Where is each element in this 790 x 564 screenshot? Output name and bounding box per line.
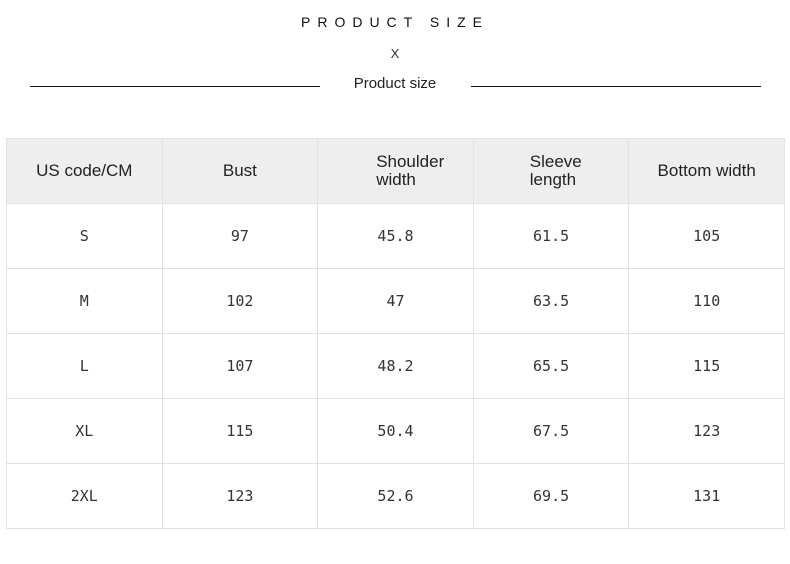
cell-bottom: 105 xyxy=(628,203,785,269)
cell-bottom: 123 xyxy=(628,398,785,464)
table-row: 2XL 123 52.6 69.5 131 xyxy=(6,463,785,529)
column-header-sleeve: Sleeve length xyxy=(472,138,630,204)
table-header-row: US code/CM Bust Shoulder width Sleeve le… xyxy=(6,138,785,204)
column-header-shoulder: Shoulder width xyxy=(317,138,474,204)
separator-mark: X xyxy=(390,46,400,61)
cell-bottom: 115 xyxy=(628,333,785,399)
size-table: US code/CM Bust Shoulder width Sleeve le… xyxy=(6,138,785,529)
column-header-bottom: Bottom width xyxy=(628,138,785,204)
cell-size: S xyxy=(6,203,163,269)
column-header-size: US code/CM xyxy=(6,138,163,204)
cell-sleeve: 69.5 xyxy=(472,463,630,529)
cell-shoulder: 50.4 xyxy=(317,398,474,464)
cell-sleeve: 65.5 xyxy=(472,333,630,399)
page-title: PRODUCT SIZE xyxy=(301,14,489,30)
cell-size: M xyxy=(6,268,163,334)
column-header-bust: Bust xyxy=(161,138,319,204)
cell-shoulder: 48.2 xyxy=(317,333,474,399)
cell-bust: 97 xyxy=(161,203,319,269)
cell-sleeve: 63.5 xyxy=(472,268,630,334)
cell-bust: 107 xyxy=(161,333,319,399)
cell-sleeve: 61.5 xyxy=(472,203,630,269)
table-row: L 107 48.2 65.5 115 xyxy=(6,333,785,399)
divider-right xyxy=(471,86,761,87)
cell-size: XL xyxy=(6,398,163,464)
subtitle: Product size xyxy=(353,75,437,92)
cell-bust: 102 xyxy=(161,268,319,334)
table-row: M 102 47 63.5 110 xyxy=(6,268,785,334)
table-row: S 97 45.8 61.5 105 xyxy=(6,203,785,269)
table-row: XL 115 50.4 67.5 123 xyxy=(6,398,785,464)
cell-bottom: 110 xyxy=(628,268,785,334)
cell-bottom: 131 xyxy=(628,463,785,529)
cell-shoulder: 52.6 xyxy=(317,463,474,529)
cell-size: 2XL xyxy=(6,463,163,529)
cell-bust: 123 xyxy=(161,463,319,529)
cell-sleeve: 67.5 xyxy=(472,398,630,464)
divider-left xyxy=(30,86,320,87)
cell-shoulder: 47 xyxy=(317,268,474,334)
cell-bust: 115 xyxy=(161,398,319,464)
cell-shoulder: 45.8 xyxy=(317,203,474,269)
cell-size: L xyxy=(6,333,163,399)
